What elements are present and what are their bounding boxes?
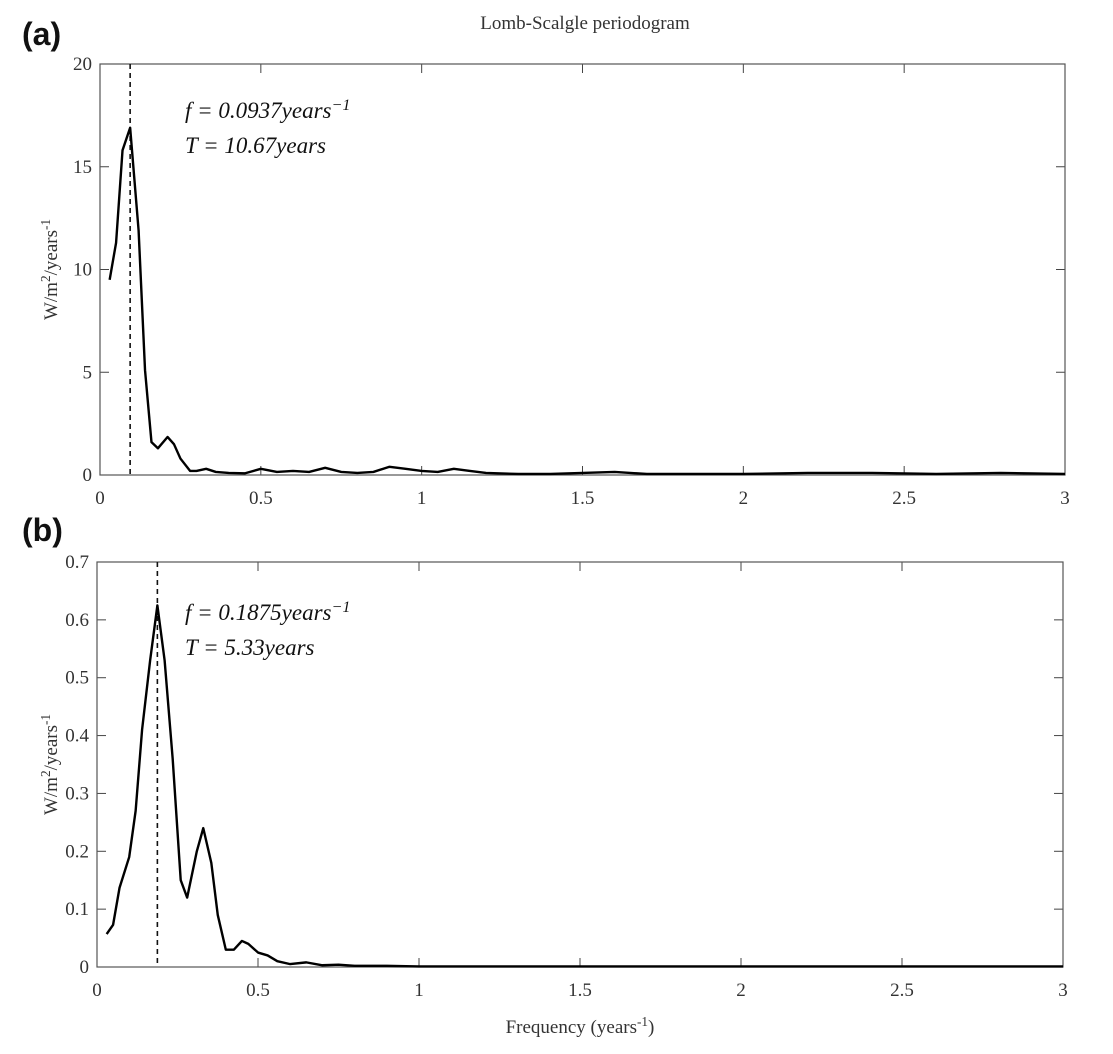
annotation: T = 10.67years [185, 133, 326, 158]
x-tick-label: 0.5 [249, 488, 273, 509]
data-line [108, 126, 1066, 476]
y-tick-label: 0 [80, 957, 90, 978]
text-part: f = 0.1875years [185, 600, 332, 625]
text-part: W/m [41, 777, 62, 815]
superscript: -1 [38, 714, 53, 725]
x-tick-label: 2.5 [890, 980, 914, 1001]
x-tick-label: 0 [95, 488, 105, 509]
y-tick-label: 0.5 [65, 668, 89, 689]
y-axis-label: W/m2/years-1 [38, 714, 63, 815]
x-tick-label: 2.5 [892, 488, 916, 509]
superscript: −1 [331, 599, 350, 616]
y-tick-label: 0.7 [65, 552, 89, 573]
x-tick-label: 0.5 [246, 980, 270, 1001]
y-tick-label: 20 [73, 54, 92, 75]
superscript: 2 [38, 275, 53, 282]
y-tick-label: 15 [73, 157, 92, 178]
text-part: Frequency (years [506, 1017, 637, 1038]
y-tick-label: 0.6 [65, 610, 89, 631]
x-tick-label: 3 [1060, 488, 1070, 509]
y-tick-label: 0.2 [65, 841, 89, 862]
y-tick-label: 0 [83, 465, 93, 486]
text-part: T = 5.33years [185, 635, 315, 660]
superscript: 2 [38, 770, 53, 777]
superscript: -1 [637, 1014, 648, 1029]
y-tick-label: 10 [73, 260, 92, 281]
text-part: f = 0.0937years [185, 98, 332, 123]
figure-title: Lomb-Scalgle periodogram [480, 13, 690, 34]
superscript: -1 [38, 219, 53, 230]
annotation: f = 0.0937years−1 [185, 97, 350, 124]
text-part: W/m [41, 282, 62, 320]
x-tick-label: 3 [1058, 980, 1068, 1001]
text-part: ) [648, 1017, 654, 1038]
annotation: T = 5.33years [185, 635, 315, 660]
text-part: /years [41, 230, 62, 275]
x-axis-label: Frequency (years-1) [506, 1014, 655, 1039]
x-tick-label: 2 [739, 488, 749, 509]
superscript: −1 [331, 97, 350, 114]
x-tick-label: 0 [92, 980, 102, 1001]
text-part: /years [41, 725, 62, 770]
data-line [105, 604, 1063, 968]
panel-label: (a) [22, 16, 61, 52]
x-tick-label: 1 [414, 980, 424, 1001]
x-tick-label: 1.5 [568, 980, 592, 1001]
text-part: T = 10.67years [185, 133, 326, 158]
x-tick-label: 1.5 [571, 488, 595, 509]
y-tick-label: 0.3 [65, 783, 89, 804]
x-tick-label: 2 [736, 980, 746, 1001]
annotation: f = 0.1875years−1 [185, 599, 350, 626]
axes-box [99, 63, 1066, 476]
y-tick-label: 5 [83, 362, 93, 383]
y-tick-label: 0.4 [65, 726, 89, 747]
panel-label: (b) [22, 512, 63, 548]
y-axis-label: W/m2/years-1 [38, 219, 63, 320]
x-tick-label: 1 [417, 488, 427, 509]
y-tick-label: 0.1 [65, 899, 89, 920]
